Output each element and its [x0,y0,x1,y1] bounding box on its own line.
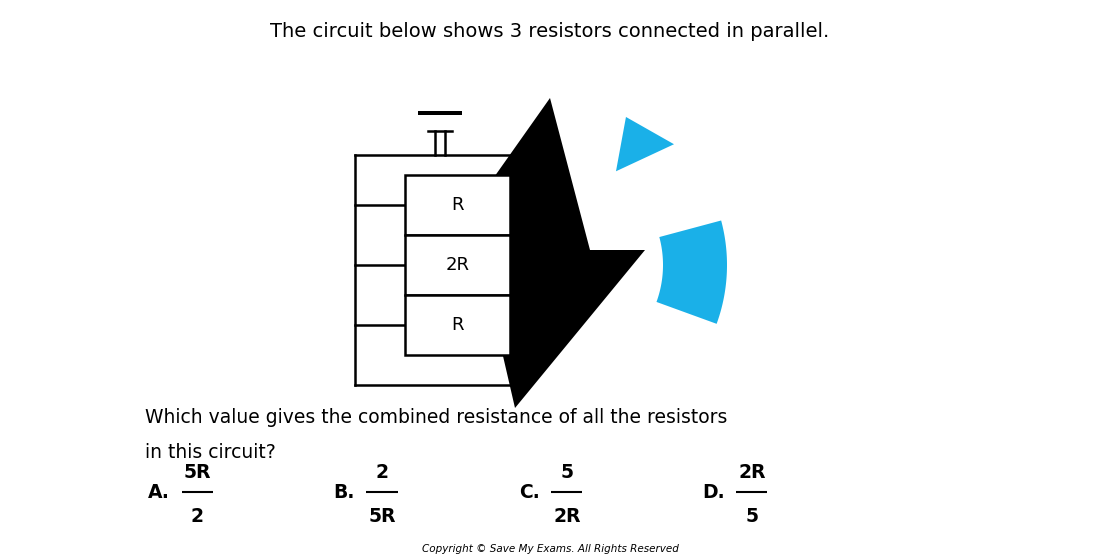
Text: 2: 2 [190,506,204,525]
Polygon shape [657,221,727,324]
Text: 2R: 2R [553,506,581,525]
Text: 5R: 5R [184,463,211,482]
Text: 2: 2 [375,463,388,482]
Polygon shape [432,98,645,408]
Text: 5: 5 [746,506,759,525]
Text: R: R [451,196,464,214]
Text: D.: D. [703,483,725,502]
Text: 5R: 5R [368,506,396,525]
Text: C.: C. [519,483,540,502]
Text: The circuit below shows 3 resistors connected in parallel.: The circuit below shows 3 resistors conn… [271,22,829,41]
FancyBboxPatch shape [405,235,510,295]
FancyBboxPatch shape [405,295,510,355]
Text: R: R [451,316,464,334]
FancyBboxPatch shape [405,175,510,235]
Text: A.: A. [148,483,170,502]
Text: Which value gives the combined resistance of all the resistors: Which value gives the combined resistanc… [145,408,727,427]
Text: in this circuit?: in this circuit? [145,443,276,462]
Text: Copyright © Save My Exams. All Rights Reserved: Copyright © Save My Exams. All Rights Re… [421,544,679,554]
Text: 2R: 2R [738,463,766,482]
Polygon shape [616,117,674,171]
Text: 5: 5 [561,463,573,482]
Text: B.: B. [333,483,355,502]
Text: 2R: 2R [446,256,470,274]
